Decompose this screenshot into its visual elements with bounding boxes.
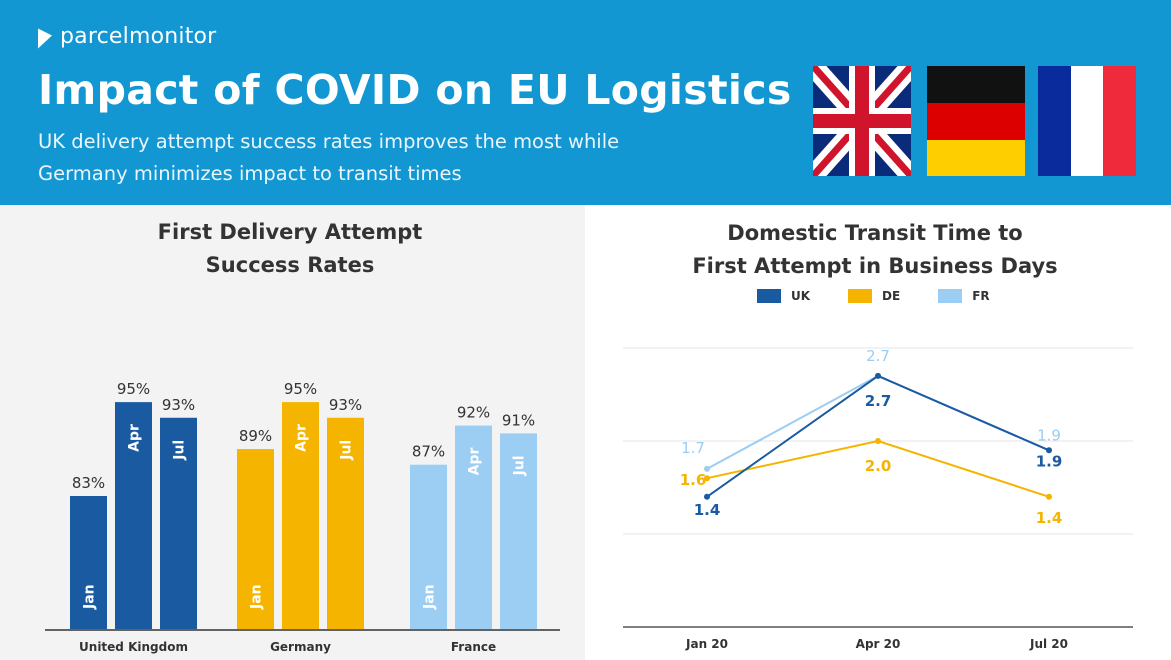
line-fr <box>706 374 1050 470</box>
data-label-de-jul-20: 1.4 <box>1036 509 1063 527</box>
point-de-jan-20 <box>704 475 710 482</box>
line-chart-legend: UK DE FR <box>757 289 1028 303</box>
point-de-apr-20 <box>875 438 881 444</box>
legend-item-uk: UK <box>757 289 810 303</box>
bar-value-label-united-kingdom-jul: 93% <box>162 396 195 414</box>
bar-value-label-united-kingdom-jan: 83% <box>72 474 105 492</box>
data-label-uk-apr-20: 2.7 <box>865 392 892 410</box>
bar-value-label-germany-apr: 95% <box>284 380 317 398</box>
page-title: Impact of COVID on EU Logistics <box>38 66 792 114</box>
point-uk-jan-20 <box>704 493 710 500</box>
point-uk-jul-20 <box>1046 447 1052 454</box>
bar-value-label-france-jan: 87% <box>412 443 445 461</box>
x-axis-label-apr-20: Apr 20 <box>856 637 901 651</box>
france-flag <box>1038 66 1136 176</box>
bar-month-label-france-apr: Apr <box>467 447 483 475</box>
data-label-fr-jul-20: 1.9 <box>1037 426 1061 444</box>
x-axis-label-france: France <box>451 640 496 654</box>
data-label-uk-jan-20: 1.4 <box>694 501 721 519</box>
uk-flag <box>813 66 911 176</box>
header-banner: parcelmonitor Impact of COVID on EU Logi… <box>0 0 1171 205</box>
bar-france-jul <box>500 433 537 629</box>
x-axis-label-jul-20: Jul 20 <box>1029 637 1068 651</box>
bar-germany-apr <box>282 402 319 629</box>
point-fr-jan-20 <box>704 465 710 472</box>
bar-chart-title: First Delivery Attempt Success Rates <box>90 216 490 282</box>
point-de-jul-20 <box>1046 493 1052 500</box>
brand-name: parcelmonitor <box>60 24 217 49</box>
germany-flag-icon <box>927 66 1025 176</box>
x-axis-label-united-kingdom: United Kingdom <box>79 640 188 654</box>
bar-germany-jul <box>327 417 364 629</box>
bar-united-kingdom-jan <box>70 496 107 629</box>
bar-united-kingdom-apr <box>115 402 152 629</box>
subtitle-line-1: UK delivery attempt success rates improv… <box>38 130 620 153</box>
line-chart-title-line-1: Domestic Transit Time to <box>727 221 1023 245</box>
bar-month-label-france-jan: Jan <box>422 584 438 610</box>
data-label-fr-apr-20: 2.7 <box>866 347 890 365</box>
line-chart: Jan 20 Apr 20 Jul 20 1.4 2.7 1.9 1.6 2.0 1.4 1.7 2… <box>623 347 1133 651</box>
uk-flag-icon <box>813 66 911 176</box>
data-label-de-jan-20: 1.6 <box>680 471 707 489</box>
data-label-fr-jan-20: 1.7 <box>681 439 705 457</box>
legend-item-de: DE <box>848 289 900 303</box>
bar-france-apr <box>455 425 492 629</box>
legend-swatch-fr <box>938 289 963 303</box>
legend-label-fr: FR <box>972 289 990 303</box>
bar-chart: Jan 83% Apr 95% Jul 93% United Kingdom Jan 89% Ap… <box>45 380 560 654</box>
bar-value-label-germany-jan: 89% <box>239 427 272 445</box>
bar-month-label-germany-jan: Jan <box>249 584 265 610</box>
bar-month-label-united-kingdom-jan: Jan <box>82 584 98 610</box>
bar-chart-title-line-1: First Delivery Attempt <box>157 220 423 244</box>
france-flag-icon <box>1038 66 1136 176</box>
bar-month-label-france-jul: Jul <box>512 455 528 476</box>
legend-swatch-de <box>848 289 873 303</box>
line-chart-panel <box>585 205 1171 660</box>
bar-germany-jan <box>237 449 274 629</box>
bar-value-label-france-apr: 92% <box>457 404 490 422</box>
germany-flag <box>927 66 1025 176</box>
bar-value-label-united-kingdom-apr: 95% <box>117 380 150 398</box>
line-chart-title-line-2: First Attempt in Business Days <box>692 254 1058 278</box>
bar-month-label-germany-apr: Apr <box>294 424 310 452</box>
bar-month-label-united-kingdom-jul: Jul <box>172 440 188 461</box>
subtitle-line-2: Germany minimizes impact to transit time… <box>38 162 462 185</box>
bar-france-jan <box>410 464 447 629</box>
legend-label-uk: UK <box>791 289 811 303</box>
bar-value-label-france-jul: 91% <box>502 411 535 429</box>
point-uk-apr-20 <box>875 372 881 379</box>
data-label-de-apr-20: 2.0 <box>865 457 892 475</box>
x-axis-label-germany: Germany <box>270 640 331 654</box>
bar-value-label-germany-jul: 93% <box>329 396 362 414</box>
legend-item-fr: FR <box>938 289 990 303</box>
parcelmonitor-logo-icon <box>38 25 52 48</box>
bar-month-label-germany-jul: Jul <box>339 440 355 461</box>
bar-month-label-united-kingdom-apr: Apr <box>127 424 143 452</box>
bar-chart-title-line-2: Success Rates <box>205 253 375 277</box>
bar-united-kingdom-jul <box>160 417 197 629</box>
line-chart-title: Domestic Transit Time to First Attempt i… <box>640 217 1110 283</box>
page-subtitle: UK delivery attempt success rates improv… <box>38 126 728 190</box>
data-label-uk-jul-20: 1.9 <box>1036 452 1063 470</box>
brand-logo[interactable]: parcelmonitor <box>38 24 216 49</box>
x-axis-label-jan-20: Jan 20 <box>685 637 728 651</box>
legend-label-de: DE <box>882 289 901 303</box>
legend-swatch-uk <box>757 289 781 303</box>
